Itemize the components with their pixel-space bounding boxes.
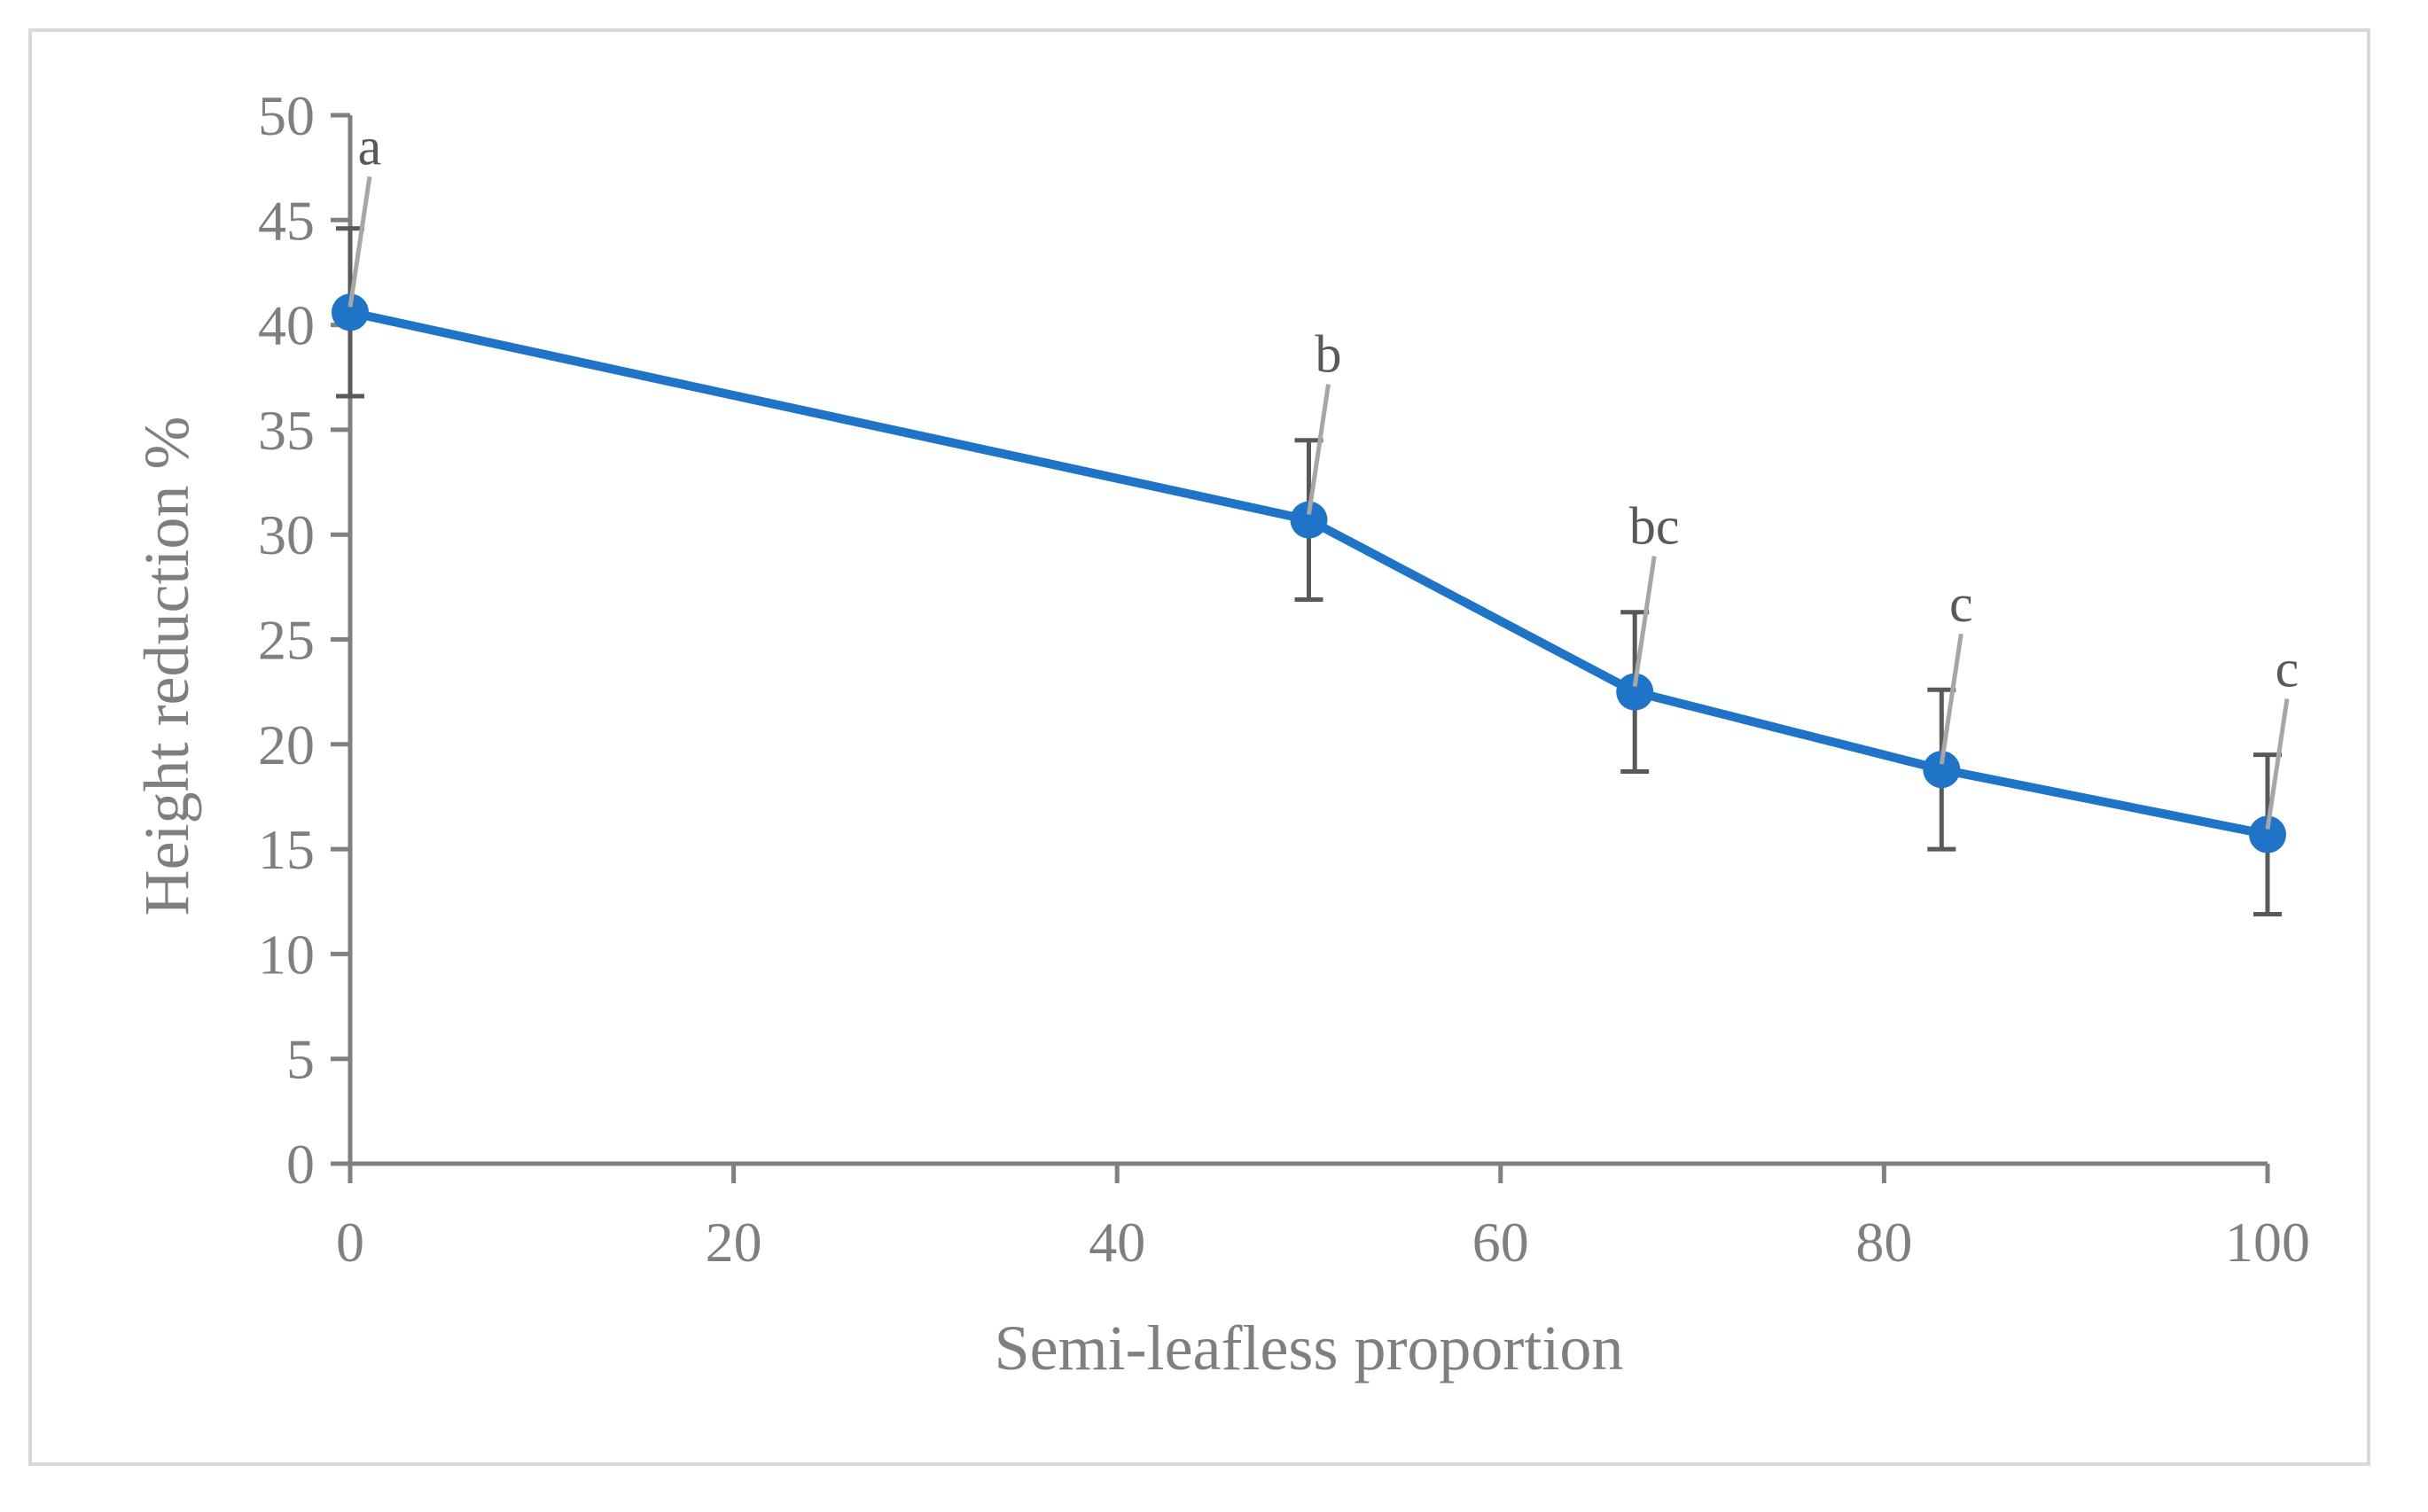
significance-label: c bbox=[2276, 640, 2299, 698]
y-tick-label: 20 bbox=[258, 713, 315, 776]
data-point bbox=[1290, 501, 1328, 539]
y-tick-label: 10 bbox=[258, 923, 315, 986]
data-point bbox=[2249, 815, 2286, 853]
significance-label: b bbox=[1315, 325, 1342, 384]
x-axis-title: Semi-leafless proportion bbox=[995, 1313, 1624, 1383]
y-axis-title: Height reduction % bbox=[131, 417, 202, 916]
annotation-leader-line bbox=[2265, 698, 2290, 830]
y-tick-label: 45 bbox=[258, 189, 315, 252]
chart-frame bbox=[28, 28, 2370, 1466]
annotation-leader-line bbox=[347, 176, 372, 308]
axes bbox=[347, 115, 2268, 1166]
y-tick-label: 15 bbox=[258, 818, 315, 881]
plot-area: a b bc c c bbox=[332, 117, 2299, 916]
data-point bbox=[332, 293, 369, 331]
x-tick-label: 100 bbox=[2225, 1211, 2310, 1274]
data-point bbox=[1616, 673, 1654, 711]
x-tick-label: 20 bbox=[706, 1211, 762, 1274]
annotation-leader-line bbox=[1632, 556, 1657, 688]
x-tick-label: 40 bbox=[1089, 1211, 1145, 1274]
y-tick-label: 30 bbox=[258, 503, 315, 566]
y-tick-label: 0 bbox=[286, 1133, 315, 1196]
data-point bbox=[1923, 751, 1961, 789]
y-tick-label: 25 bbox=[258, 609, 315, 672]
significance-label: a bbox=[358, 117, 382, 175]
significance-label: c bbox=[1949, 574, 1973, 633]
annotation-leader-line bbox=[1307, 384, 1331, 516]
x-tick-label: 0 bbox=[336, 1211, 364, 1274]
significance-label: bc bbox=[1629, 497, 1680, 556]
y-tick-label: 40 bbox=[258, 294, 315, 357]
x-ticks: 0 20 40 60 80 100 bbox=[336, 1164, 2310, 1274]
annotation-leader-line bbox=[1939, 633, 1963, 765]
x-tick-label: 60 bbox=[1472, 1211, 1529, 1274]
y-ticks: 0 5 10 15 20 25 30 35 40 45 50 bbox=[258, 84, 350, 1196]
x-tick-label: 80 bbox=[1855, 1211, 1912, 1274]
y-tick-label: 35 bbox=[258, 399, 315, 462]
y-tick-label: 5 bbox=[286, 1028, 315, 1091]
y-tick-label: 50 bbox=[258, 84, 315, 147]
